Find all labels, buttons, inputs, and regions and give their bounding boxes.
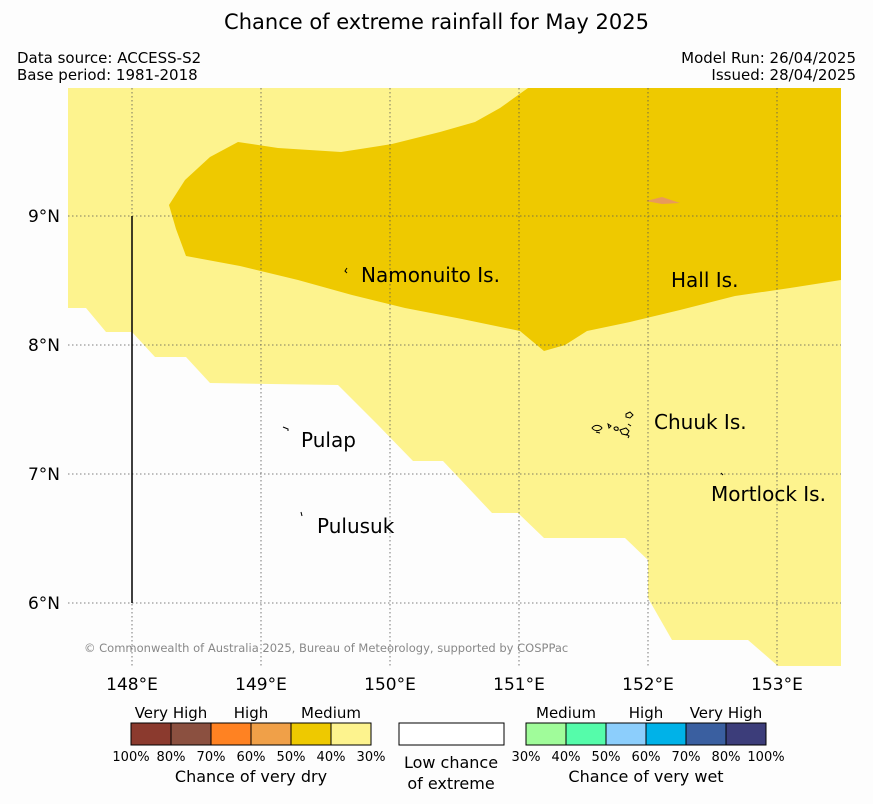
lat-label-7n: 7°N [28,465,60,485]
low-chance-caption-line2: of extreme [407,774,494,793]
very-dry-patch [646,197,680,204]
dry-caption: Chance of very dry [175,767,327,786]
dry-very-high-label: Very High [135,704,208,722]
dry-high-label: High [234,704,268,722]
dry-tick-70: 70% [197,750,226,765]
wet-swatch-70-80 [686,723,726,745]
wet-swatch-60-70 [646,723,686,745]
dry-swatch-60-50 [251,723,291,745]
wet-caption: Chance of very wet [568,767,723,786]
pulap-island [282,426,289,431]
place-label-mortlock: Mortlock Is. [711,482,826,506]
model-run-label: Model Run: 26/04/2025 [681,49,856,67]
mortlock-island [720,472,724,476]
base-period-label: Base period: 1981-2018 [17,66,198,84]
dry-swatch-50-40 [291,723,331,745]
wet-tick-70: 70% [672,750,701,765]
dry-medium-label: Medium [301,704,361,722]
lon-label-153e: 153°E [751,675,803,695]
place-label-pulap: Pulap [301,428,356,452]
lon-label-149e: 149°E [235,675,287,695]
data-source-label: Data source: ACCESS-S2 [17,49,202,67]
lon-label-151e: 151°E [493,675,545,695]
low-chance-legend: Low chance of extreme [398,722,505,793]
latitude-labels: 9°N 8°N 7°N 6°N [28,207,60,614]
dry-tick-60: 60% [237,750,266,765]
dry-swatch-40-30 [331,723,371,745]
dry-tick-100: 100% [112,750,149,765]
island-outlines [282,267,724,517]
lon-label-148e: 148°E [106,675,158,695]
wet-swatch-50-60 [606,723,646,745]
place-label-namonuito: Namonuito Is. [361,263,500,287]
dry-tick-50: 50% [277,750,306,765]
dry-swatch-80-70 [171,723,211,745]
lat-label-9n: 9°N [28,207,60,227]
namonuito-island [344,267,348,274]
gridlines [68,88,841,666]
lat-label-6n: 6°N [28,594,60,614]
medium-chance-region [169,88,841,351]
lon-label-150e: 150°E [364,675,416,695]
wet-high-label: High [629,704,663,722]
dry-tick-80: 80% [157,750,186,765]
place-label-hall: Hall Is. [671,268,738,292]
wet-medium-label: Medium [536,704,596,722]
dry-tick-30: 30% [357,750,386,765]
place-labels: Namonuito Is. Hall Is. Pulap Chuuk Is. M… [301,263,826,538]
place-label-chuuk: Chuuk Is. [654,410,747,434]
wet-swatch-40-50 [566,723,606,745]
map-area: © Commonwealth of Australia 2025, Bureau… [68,88,841,666]
wet-tick-60: 60% [632,750,661,765]
lat-label-8n: 8°N [28,336,60,356]
low-chance-caption-line1: Low chance [404,753,498,772]
dry-swatch-100-80 [131,723,171,745]
dry-tick-40: 40% [317,750,346,765]
dry-legend: Very High High Medium 100% 80% 70% 60% 5… [112,704,385,786]
wet-swatch-30-40 [526,723,566,745]
copyright-text: © Commonwealth of Australia 2025, Bureau… [84,641,568,655]
place-label-pulusuk: Pulusuk [317,514,395,538]
issued-label: Issued: 28/04/2025 [711,66,856,84]
low-chance-swatch [398,722,505,746]
wet-tick-40: 40% [552,750,581,765]
wet-legend: Medium High Very High 30% 40% 50% 60% 70… [512,704,785,786]
wet-tick-30: 30% [512,750,541,765]
chart-title: Chance of extreme rainfall for May 2025 [224,10,649,34]
chuuk-island [591,411,634,439]
wet-tick-50: 50% [592,750,621,765]
lon-label-152e: 152°E [622,675,674,695]
wet-tick-100: 100% [747,750,784,765]
wet-tick-80: 80% [712,750,741,765]
dry-swatch-70-60 [211,723,251,745]
wet-very-high-label: Very High [690,704,763,722]
wet-swatch-80-100 [726,723,766,745]
pulusuk-island [300,511,303,517]
longitude-labels: 148°E 149°E 150°E 151°E 152°E 153°E [106,675,803,695]
